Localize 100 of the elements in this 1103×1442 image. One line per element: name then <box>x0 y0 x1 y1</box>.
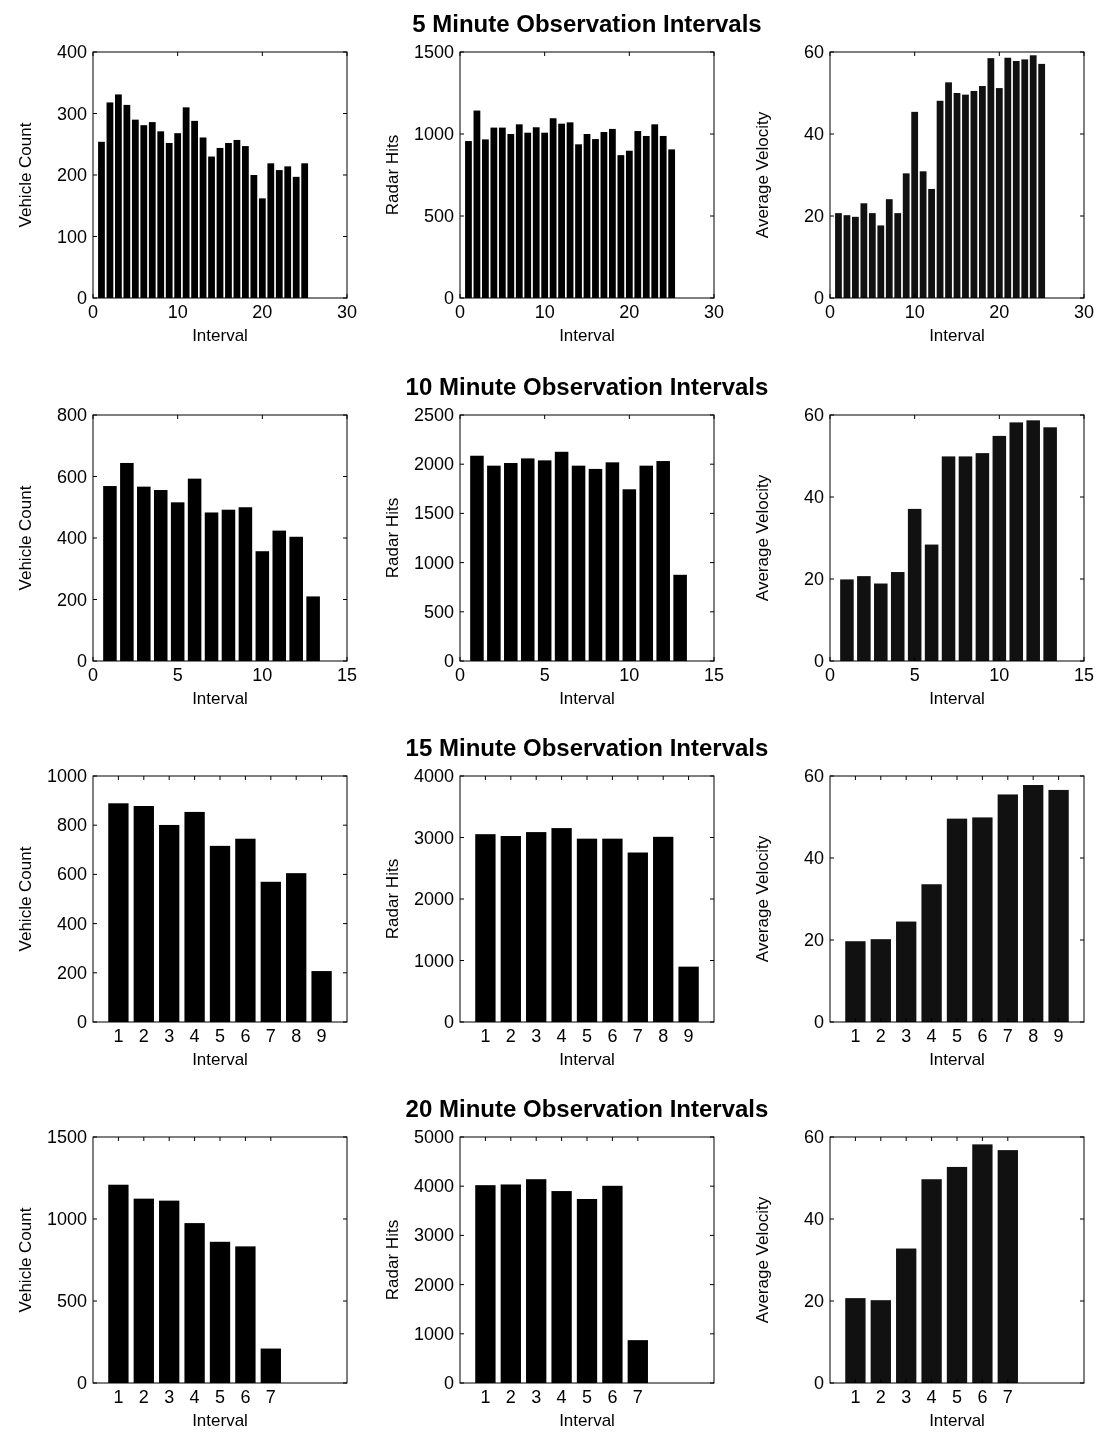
y-tick-label: 0 <box>76 288 87 308</box>
x-tick-label: 6 <box>240 1387 251 1407</box>
x-tick-label: 3 <box>901 1387 912 1407</box>
y-tick-label: 1000 <box>413 950 454 971</box>
y-tick-label: 0 <box>443 288 454 308</box>
y-tick-label: 20 <box>803 1291 824 1311</box>
y-tick-label: 1000 <box>46 1209 87 1229</box>
bar <box>992 435 1007 661</box>
x-tick-label: 6 <box>240 1026 251 1046</box>
y-tick-label: 3000 <box>413 1225 454 1246</box>
chart-title: 20 Minute Observation Intervals <box>405 1095 769 1122</box>
x-tick-label: 7 <box>632 1387 643 1407</box>
x-tick-label: 2 <box>138 1387 149 1407</box>
y-axis-title: Vehicle Count <box>16 1207 35 1313</box>
x-tick-label: 5 <box>951 1387 963 1407</box>
y-tick-label: 600 <box>56 864 87 885</box>
bar <box>896 1248 917 1383</box>
x-tick-label: 5 <box>539 665 550 685</box>
bar <box>896 921 917 1022</box>
bar <box>997 794 1018 1022</box>
bar <box>941 456 956 661</box>
x-tick-label: 6 <box>607 1026 618 1046</box>
y-tick-label: 500 <box>423 601 454 622</box>
y-tick-label: 400 <box>56 528 87 548</box>
x-tick-label: 3 <box>901 1026 912 1046</box>
x-axis-title: Interval <box>559 1050 615 1069</box>
bar <box>1043 427 1057 661</box>
y-tick-label: 1000 <box>413 124 454 144</box>
x-tick-label: 5 <box>581 1387 593 1407</box>
x-tick-label: 7 <box>1002 1387 1013 1407</box>
bar <box>924 544 939 661</box>
y-tick-label: 300 <box>56 103 87 124</box>
x-tick-label: 1 <box>480 1387 491 1407</box>
x-axis-title: Interval <box>929 689 985 708</box>
y-tick-label: 4000 <box>413 766 454 786</box>
y-tick-label: 1500 <box>413 503 454 524</box>
x-tick-label: 7 <box>265 1387 276 1407</box>
y-axis-title: Average Velocity <box>753 1196 772 1324</box>
y-tick-label: 800 <box>56 405 87 425</box>
y-tick-label: 0 <box>813 288 824 308</box>
bar <box>962 94 969 298</box>
x-tick-label: 15 <box>1073 665 1095 685</box>
y-tick-label: 1500 <box>46 1127 87 1147</box>
x-tick-label: 15 <box>336 665 358 685</box>
bar <box>845 1298 866 1383</box>
bar <box>958 456 973 661</box>
x-tick-label: 20 <box>252 302 273 322</box>
x-axis-title: Interval <box>192 1050 248 1069</box>
bar <box>870 939 891 1022</box>
y-tick-label: 40 <box>803 124 824 144</box>
y-tick-label: 2000 <box>413 454 454 475</box>
bar <box>997 1150 1018 1383</box>
y-tick-label: 1000 <box>413 552 454 573</box>
x-tick-label: 8 <box>1028 1026 1039 1046</box>
y-tick-label: 2000 <box>413 889 454 909</box>
x-tick-label: 30 <box>703 302 725 322</box>
y-tick-label: 400 <box>56 42 87 62</box>
y-tick-label: 5000 <box>413 1127 454 1147</box>
x-tick-label: 5 <box>581 1026 593 1046</box>
x-tick-label: 2 <box>875 1026 886 1046</box>
x-axis-title: Interval <box>559 1411 615 1430</box>
bar <box>845 941 866 1022</box>
y-tick-label: 40 <box>803 487 824 507</box>
bar <box>1009 422 1024 661</box>
bar <box>972 817 993 1022</box>
x-tick-label: 4 <box>189 1026 200 1046</box>
y-axis-title: Vehicle Count <box>16 122 35 228</box>
bar <box>921 884 942 1022</box>
y-tick-label: 1000 <box>413 1323 454 1344</box>
x-tick-label: 3 <box>531 1026 542 1046</box>
x-tick-label: 1 <box>113 1026 124 1046</box>
y-tick-label: 60 <box>803 42 824 62</box>
y-tick-label: 800 <box>56 815 87 836</box>
x-axis-title: Interval <box>559 689 615 708</box>
bar <box>945 82 952 298</box>
x-tick-label: 20 <box>989 302 1010 322</box>
y-tick-label: 200 <box>56 165 87 185</box>
y-tick-label: 500 <box>423 206 454 226</box>
y-tick-label: 0 <box>443 1012 454 1032</box>
y-tick-label: 20 <box>803 569 824 589</box>
y-tick-label: 100 <box>56 226 87 247</box>
x-tick-label: 6 <box>607 1387 618 1407</box>
x-axis-title: Interval <box>559 326 615 345</box>
bar <box>946 1166 968 1383</box>
y-tick-label: 60 <box>803 405 824 425</box>
bar <box>921 1179 942 1383</box>
y-tick-label: 600 <box>56 466 87 487</box>
x-tick-label: 8 <box>291 1026 302 1046</box>
bar <box>972 1144 993 1383</box>
y-tick-label: 400 <box>56 913 87 934</box>
x-tick-label: 6 <box>977 1387 988 1407</box>
chart-title: 15 Minute Observation Intervals <box>405 734 769 761</box>
y-axis-title: Radar Hits <box>383 858 402 940</box>
y-tick-label: 500 <box>56 1291 87 1311</box>
x-tick-label: 5 <box>214 1026 226 1046</box>
x-tick-label: 5 <box>172 665 183 685</box>
x-tick-label: 20 <box>619 302 640 322</box>
x-axis-title: Interval <box>192 326 248 345</box>
y-axis-title: Radar Hits <box>383 497 402 579</box>
x-axis-title: Interval <box>929 326 985 345</box>
